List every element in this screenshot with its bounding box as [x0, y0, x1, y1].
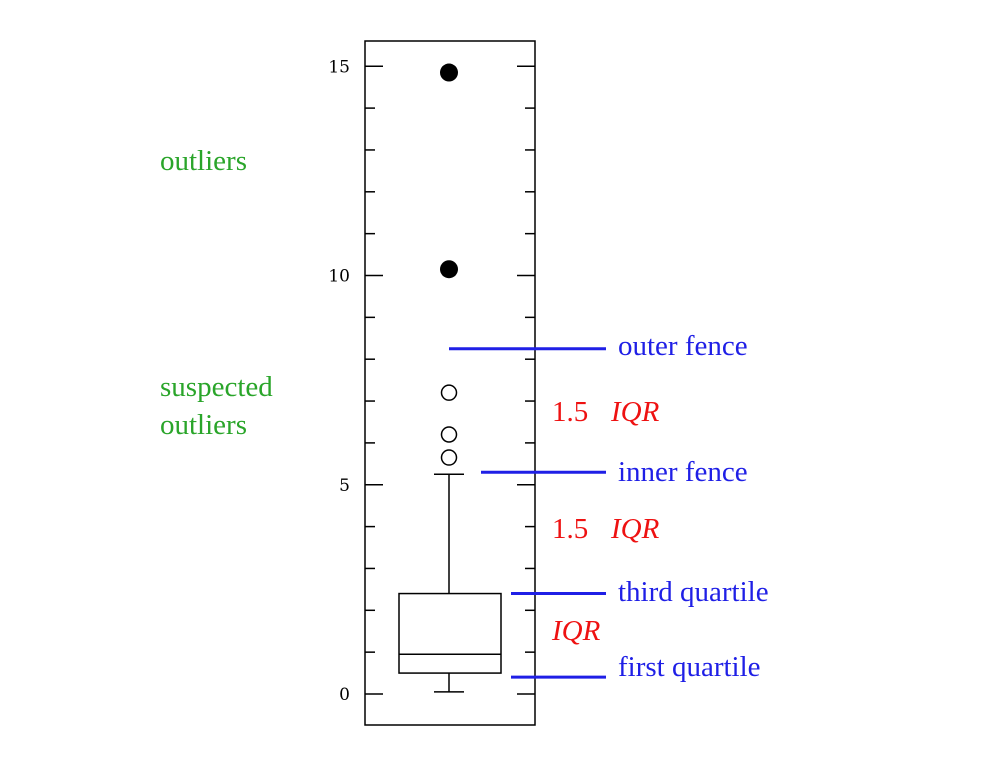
outer-fence-label: outer fence: [618, 330, 748, 362]
box-plot: [398, 473, 502, 693]
suspected-label-line2: outliers: [160, 409, 247, 441]
inner-fence-label: inner fence: [618, 456, 748, 488]
outliers-label: outliers: [160, 145, 247, 177]
iqr-upper: IQR: [610, 396, 660, 428]
plot-frame: [364, 40, 536, 726]
y-axis-tick-labels: 0 5 10 15: [328, 57, 350, 705]
y-axis-ticks: [365, 65, 535, 695]
suspected-outlier-point: [440, 384, 458, 401]
y-tick-label: 5: [339, 476, 350, 496]
iqr-multiplier-upper: 1.5: [552, 396, 588, 428]
y-tick-label: 10: [328, 267, 350, 287]
iqr-box: [398, 592, 502, 674]
outlier-point: [440, 63, 458, 82]
y-tick-label: 15: [328, 57, 350, 77]
first-quartile-label: first quartile: [618, 651, 761, 683]
iqr-multiplier-lower: 1.5: [552, 513, 588, 545]
outlier-points: [440, 63, 458, 466]
outlier-point: [440, 260, 458, 279]
suspected-outlier-point: [440, 426, 458, 443]
suspected-outlier-point: [440, 449, 458, 466]
suspected-label-line1: suspected: [160, 371, 273, 403]
third-quartile-label: third quartile: [618, 576, 769, 608]
iqr-box-label: IQR: [551, 615, 601, 647]
annotation-pointers: [449, 347, 606, 679]
y-tick-label: 0: [339, 685, 350, 705]
iqr-lower: IQR: [610, 513, 660, 545]
